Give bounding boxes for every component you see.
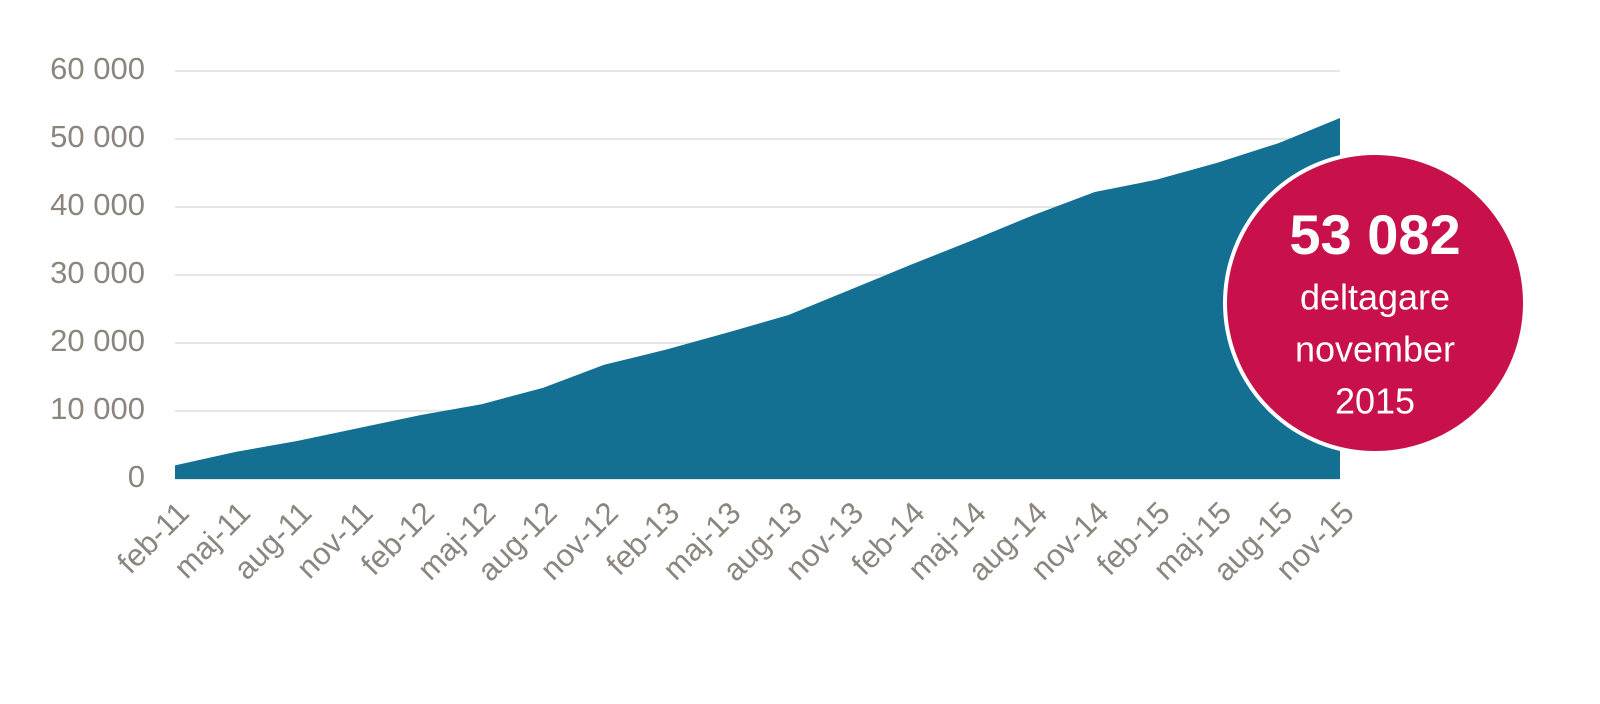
y-tick-label: 60 000 <box>50 51 145 86</box>
annotation-circle <box>1223 151 1527 455</box>
area <box>175 118 1340 480</box>
y-tick-label: 30 000 <box>50 255 145 290</box>
y-tick-label: 10 000 <box>50 391 145 426</box>
y-tick-label: 40 000 <box>50 187 145 222</box>
annotation-text: deltagare <box>1300 277 1450 318</box>
annotation-text: 2015 <box>1335 381 1415 422</box>
y-tick-label: 0 <box>128 459 145 494</box>
y-tick-label: 50 000 <box>50 119 145 154</box>
annotation-value: 53 082 <box>1289 203 1460 266</box>
annotation-text: november <box>1295 329 1455 370</box>
y-tick-label: 20 000 <box>50 323 145 358</box>
